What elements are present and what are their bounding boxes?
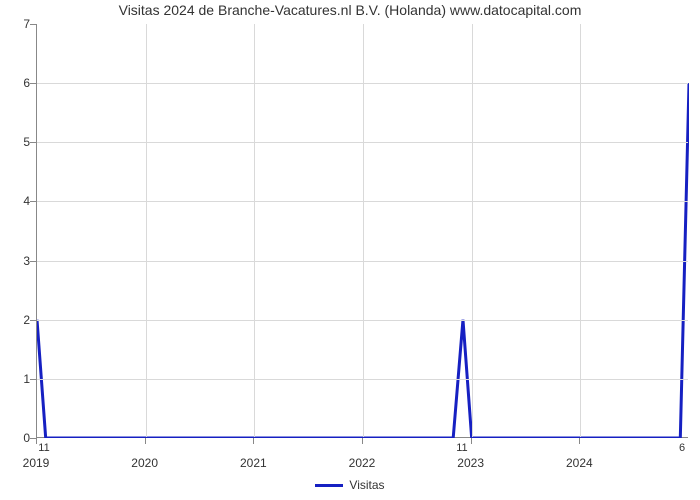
- gridline-horizontal: [37, 83, 688, 84]
- legend: Visitas: [0, 478, 700, 492]
- legend-label: Visitas: [349, 478, 384, 492]
- y-tick: [30, 142, 36, 143]
- y-tick: [30, 83, 36, 84]
- y-tick: [30, 261, 36, 262]
- gridline-horizontal: [37, 320, 688, 321]
- y-axis-label: 0: [8, 431, 30, 445]
- x-tick: [145, 438, 146, 444]
- y-tick: [30, 320, 36, 321]
- data-annotation: 11: [456, 442, 467, 454]
- y-axis-label: 4: [8, 194, 30, 208]
- y-tick: [30, 24, 36, 25]
- gridline-vertical: [363, 24, 364, 437]
- x-axis-label: 2023: [457, 456, 484, 470]
- legend-swatch: [315, 484, 343, 487]
- data-annotation: 11: [38, 442, 49, 454]
- y-axis-label: 2: [8, 313, 30, 327]
- x-tick: [579, 438, 580, 444]
- gridline-horizontal: [37, 379, 688, 380]
- gridline-vertical: [472, 24, 473, 437]
- x-axis-label: 2020: [131, 456, 158, 470]
- y-axis-label: 3: [8, 254, 30, 268]
- gridline-horizontal: [37, 261, 688, 262]
- x-tick: [362, 438, 363, 444]
- gridline-horizontal: [37, 142, 688, 143]
- x-axis-label: 2022: [349, 456, 376, 470]
- x-tick: [471, 438, 472, 444]
- y-axis-label: 5: [8, 135, 30, 149]
- gridline-vertical: [254, 24, 255, 437]
- data-annotation: 6: [679, 442, 685, 454]
- x-axis-label: 2024: [566, 456, 593, 470]
- x-tick: [253, 438, 254, 444]
- chart-title: Visitas 2024 de Branche-Vacatures.nl B.V…: [0, 2, 700, 18]
- gridline-horizontal: [37, 201, 688, 202]
- chart-container: Visitas 2024 de Branche-Vacatures.nl B.V…: [0, 0, 700, 500]
- y-tick: [30, 379, 36, 380]
- y-tick: [30, 201, 36, 202]
- y-axis-label: 6: [8, 76, 30, 90]
- gridline-vertical: [146, 24, 147, 437]
- x-tick: [36, 438, 37, 444]
- x-axis-label: 2021: [240, 456, 267, 470]
- gridline-vertical: [580, 24, 581, 437]
- y-axis-label: 1: [8, 372, 30, 386]
- x-axis-label: 2019: [23, 456, 50, 470]
- y-axis-label: 7: [8, 17, 30, 31]
- plot-area: [36, 24, 688, 438]
- y-tick: [30, 438, 36, 439]
